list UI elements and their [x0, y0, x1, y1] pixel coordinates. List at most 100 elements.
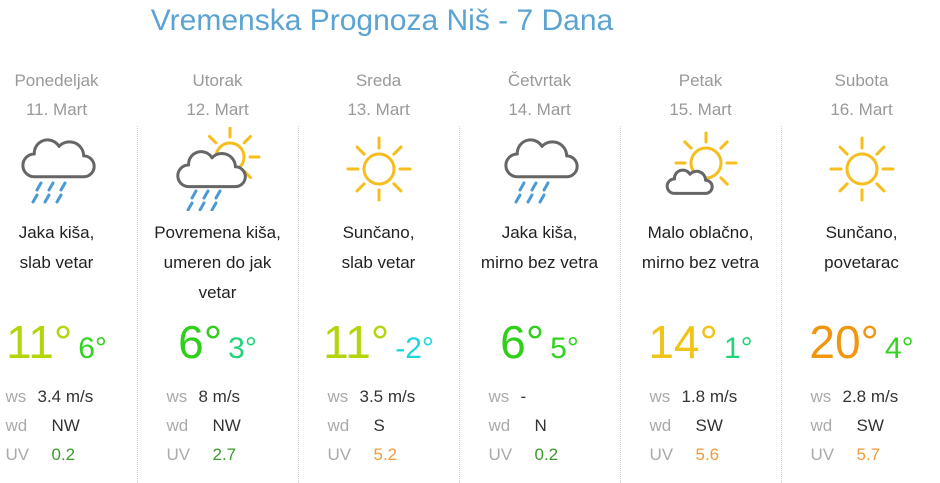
description-line-2: umeren do jak: [163, 253, 272, 272]
uv-value: 5.6: [695, 445, 720, 464]
wind-speed-label: ws: [649, 387, 671, 406]
column-divider: [459, 126, 460, 483]
temperatures: 11° 6°: [0, 314, 137, 370]
day-name: Subota: [834, 71, 889, 90]
wind-speed-value: 2.8 m/s: [842, 387, 899, 406]
min-temperature: 6°: [78, 332, 107, 365]
description-line-2: slab vetar: [341, 253, 416, 272]
description-line-1: Povremena kiša,: [154, 223, 281, 242]
wind-direction-value: S: [373, 416, 385, 435]
wind-speed-value: 3.4 m/s: [37, 387, 94, 406]
day-forecast: Četvrtak 14. Mart Jaka kiša, mirno bez v…: [459, 66, 620, 483]
day-forecast: Subota 16. Mart Sunčano, povetarac 20° 4°…: [781, 66, 940, 483]
description-line-1: Malo oblačno,: [647, 223, 754, 242]
max-temperature: 11°: [6, 316, 73, 368]
weather-description: Sunčano, povetarac: [781, 218, 940, 314]
uv-label: UV: [649, 445, 674, 464]
wind-speed-value: 8 m/s: [198, 387, 241, 406]
sun-icon: [346, 136, 411, 202]
min-temperature: 1°: [723, 332, 753, 365]
description-line-1: Sunčano,: [342, 223, 415, 242]
weather-stats: ws 3.4 m/s wd NW UV 0.2: [0, 382, 137, 469]
wind-direction-label: wd: [810, 416, 833, 435]
weather-icon: [0, 124, 137, 214]
weather-description: Malo oblačno, mirno bez vetra: [620, 218, 781, 314]
max-temperature: 20°: [809, 316, 879, 368]
uv-label: UV: [166, 445, 191, 464]
uv-value: 0.2: [534, 445, 559, 464]
day-date: 16. Mart: [830, 100, 893, 119]
weather-icon: [781, 124, 940, 214]
wind-direction-value: NW: [212, 416, 241, 435]
day-name: Petak: [678, 71, 723, 90]
sun-icon: [829, 136, 894, 202]
rain-cloud-icon: [20, 138, 96, 204]
uv-label: UV: [810, 445, 835, 464]
description-line-2: mirno bez vetra: [641, 253, 760, 272]
weather-stats: ws 8 m/s wd NW UV 2.7: [137, 382, 298, 469]
max-temperature: 14°: [648, 316, 718, 368]
weather-icon: [620, 124, 781, 214]
uv-label: UV: [327, 445, 352, 464]
wind-direction-value: SW: [695, 416, 723, 435]
uv-value: 5.2: [373, 445, 398, 464]
wind-speed-label: ws: [166, 387, 188, 406]
description-line-1: Jaka kiša,: [501, 223, 578, 242]
description-line-1: Sunčano,: [825, 223, 898, 242]
column-divider: [781, 126, 782, 483]
wind-speed-label: ws: [488, 387, 510, 406]
weather-description: Sunčano, slab vetar: [298, 218, 459, 314]
uv-value: 0.2: [51, 445, 76, 464]
temperatures: 20° 4°: [781, 314, 940, 370]
min-temperature: 3°: [228, 332, 257, 365]
min-temperature: 4°: [884, 332, 914, 365]
day-name: Sreda: [355, 71, 402, 90]
max-temperature: 6°: [500, 316, 545, 368]
page-title: Vremenska Prognoza Niš - 7 Dana: [150, 4, 614, 37]
column-divider: [620, 126, 621, 483]
wind-direction-label: wd: [5, 416, 28, 435]
wind-direction-label: wd: [488, 416, 511, 435]
day-name: Četvrtak: [507, 71, 572, 90]
day-forecast: Petak 15. Mart Malo oblačno, mirno bez v…: [620, 66, 781, 483]
column-divider: [298, 126, 299, 483]
uv-value: 5.7: [856, 445, 881, 464]
weather-description: Povremena kiša, umeren do jak vetar: [137, 218, 298, 314]
day-date: 15. Mart: [669, 100, 732, 119]
max-temperature: 6°: [178, 316, 223, 368]
wind-direction-value: SW: [856, 416, 884, 435]
wind-speed-value: 3.5 m/s: [359, 387, 416, 406]
wind-speed-label: ws: [327, 387, 349, 406]
uv-label: UV: [5, 445, 30, 464]
day-forecast: Utorak 12. Mart Povremena kiša, umeren d…: [137, 66, 298, 483]
weather-icon: [459, 124, 620, 214]
temperatures: 6° 5°: [459, 314, 620, 370]
max-temperature: 11°: [323, 316, 390, 368]
day-date: 14. Mart: [508, 100, 571, 119]
wind-direction-value: N: [534, 416, 547, 435]
weather-icon: [137, 124, 298, 214]
temperatures: 6° 3°: [137, 314, 298, 370]
wind-direction-label: wd: [327, 416, 350, 435]
weather-description: Jaka kiša, mirno bez vetra: [459, 218, 620, 314]
wind-direction-value: NW: [51, 416, 80, 435]
sun-small-cloud-icon: [665, 131, 737, 195]
weather-icon: [298, 124, 459, 214]
description-line-2: mirno bez vetra: [480, 253, 599, 272]
description-line-2: povetarac: [824, 253, 899, 272]
description-line-3: vetar: [198, 283, 237, 302]
weather-stats: ws 2.8 m/s wd SW UV 5.7: [781, 382, 940, 469]
temperatures: 11° -2°: [298, 314, 459, 370]
rain-cloud-icon: [503, 138, 579, 204]
wind-speed-label: ws: [5, 387, 27, 406]
min-temperature: 5°: [550, 332, 579, 365]
wind-direction-label: wd: [166, 416, 189, 435]
day-date: 11. Mart: [25, 100, 88, 119]
day-name: Utorak: [192, 71, 243, 90]
wind-speed-value: 1.8 m/s: [681, 387, 738, 406]
weather-stats: ws - wd N UV 0.2: [459, 382, 620, 469]
day-date: 13. Mart: [347, 100, 410, 119]
sun-cloud-rain-icon: [175, 127, 260, 211]
weather-stats: ws 1.8 m/s wd SW UV 5.6: [620, 382, 781, 469]
day-date: 12. Mart: [186, 100, 249, 119]
